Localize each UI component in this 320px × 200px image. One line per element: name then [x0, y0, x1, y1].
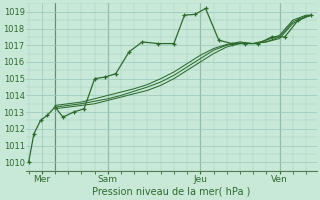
X-axis label: Pression niveau de la mer( hPa ): Pression niveau de la mer( hPa ): [92, 187, 251, 197]
